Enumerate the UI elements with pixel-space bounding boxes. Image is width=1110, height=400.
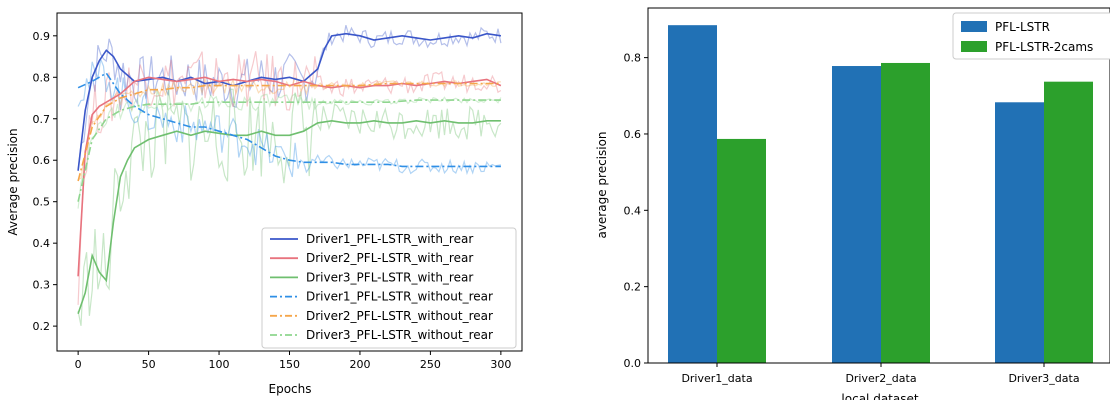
x-axis-ticks: Driver1_data Driver2_data Driver3_data — [681, 363, 1080, 385]
legend-label: Driver3_PFL-LSTR_with_rear — [306, 270, 473, 284]
line-chart: 0 50 100 150 200 250 300 0.2 0.3 0.4 0.5 0.6 0.7 0.8… — [6, 12, 523, 396]
bar — [1044, 81, 1093, 363]
x-axis-label: Epochs — [269, 382, 312, 396]
x-axis-label: local dataset — [841, 392, 918, 400]
legend-label: Driver1_PFL-LSTR_with_rear — [306, 232, 473, 246]
raw-curve — [77, 51, 502, 305]
x-tick-label: Driver2_data — [845, 372, 916, 385]
legend-label: PFL-LSTR — [995, 20, 1050, 34]
y-tick-label: 0.8 — [33, 71, 51, 84]
x-axis-ticks: 0 50 100 150 200 250 300 — [75, 351, 511, 371]
plot-frame — [647, 7, 1110, 364]
x-tick-label: 300 — [490, 358, 511, 371]
x-tick-label: 0 — [75, 358, 82, 371]
legend: Driver1_PFL-LSTR_with_rear Driver2_PFL-LS… — [261, 227, 517, 349]
legend-label: Driver1_PFL-LSTR_without_rear — [306, 290, 493, 304]
y-tick-label: 0.7 — [33, 113, 51, 126]
legend-label: Driver2_PFL-LSTR_without_rear — [306, 309, 493, 323]
legend: PFL-LSTR PFL-LSTR-2cams — [952, 12, 1110, 60]
series-line — [77, 119, 501, 314]
x-tick-label: Driver3_data — [1008, 372, 1079, 385]
series-line — [77, 99, 501, 202]
x-tick-label: 150 — [279, 358, 300, 371]
x-tick-label: 200 — [349, 358, 370, 371]
x-tick-label: 50 — [142, 358, 156, 371]
bar — [717, 138, 766, 363]
y-axis-label: average precision — [595, 131, 609, 238]
x-tick-label: Driver1_data — [681, 372, 752, 385]
legend-box — [952, 12, 1110, 60]
y-axis-ticks: 0.2 0.3 0.4 0.5 0.6 0.7 0.8 0.9 — [33, 30, 57, 333]
bars — [668, 25, 1093, 363]
y-axis-label: Average precision — [6, 128, 20, 235]
legend-swatch — [961, 41, 987, 52]
y-tick-label: 0.0 — [624, 357, 642, 370]
bar — [668, 25, 717, 363]
legend-label: PFL-LSTR-2cams — [995, 40, 1093, 54]
smoothed-curves — [77, 32, 502, 314]
bar — [832, 66, 881, 363]
y-tick-label: 0.5 — [33, 196, 51, 209]
x-tick-label: 100 — [209, 358, 230, 371]
series-line — [77, 32, 502, 171]
raw-curve — [77, 87, 502, 326]
y-tick-label: 0.2 — [33, 320, 51, 333]
y-tick-label: 0.4 — [33, 237, 51, 250]
legend-label: Driver2_PFL-LSTR_with_rear — [306, 251, 473, 265]
y-tick-label: 0.6 — [624, 128, 642, 141]
y-tick-label: 0.8 — [624, 52, 642, 65]
bar — [881, 62, 930, 363]
y-tick-label: 0.3 — [33, 279, 51, 292]
raw-curve — [77, 56, 502, 178]
y-tick-label: 0.4 — [624, 204, 642, 217]
series-line — [77, 72, 501, 168]
y-tick-label: 0.2 — [624, 281, 642, 294]
bar-chart: 0.0 0.2 0.4 0.6 0.8 Driver1_data Driver2_data… — [595, 7, 1110, 400]
y-tick-label: 0.6 — [33, 154, 51, 167]
bar — [995, 102, 1044, 363]
x-tick-label: 250 — [420, 358, 441, 371]
raw-curve — [77, 25, 502, 172]
legend-swatch — [961, 21, 987, 32]
raw-curve — [77, 77, 501, 181]
legend-box — [261, 227, 517, 349]
y-axis-ticks: 0.0 0.2 0.4 0.6 0.8 — [624, 52, 648, 370]
y-tick-label: 0.9 — [33, 30, 51, 43]
series-line — [77, 82, 501, 182]
legend-label: Driver3_PFL-LSTR_without_rear — [306, 328, 493, 342]
